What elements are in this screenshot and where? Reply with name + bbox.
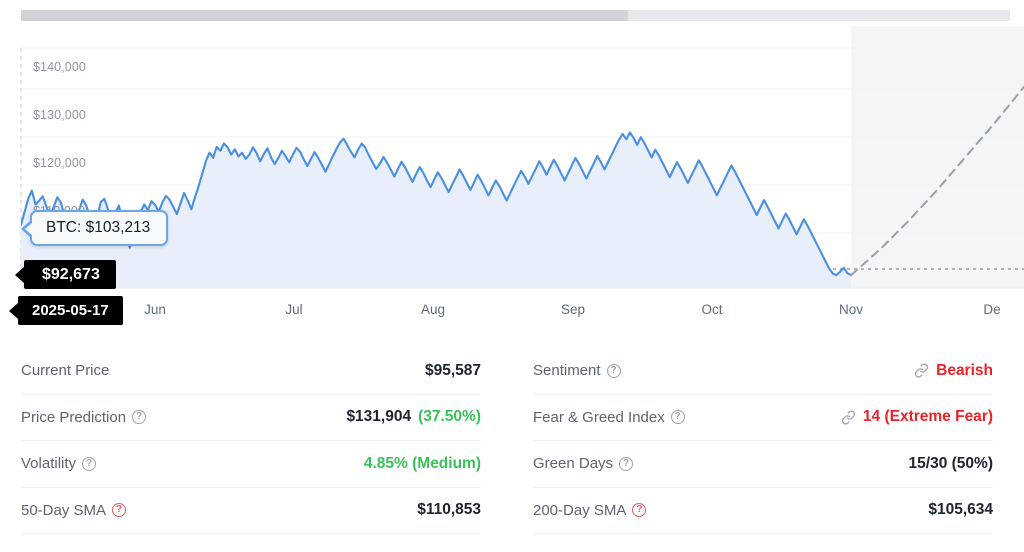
stat-label-text: Green Days	[533, 455, 614, 473]
stat-label-text: Price Prediction	[21, 408, 127, 426]
horizontal-scrollbar-thumb[interactable]	[21, 10, 628, 21]
x-tick-dec: De	[983, 302, 1001, 317]
stat-label: Fear & Greed Index?	[533, 409, 685, 426]
series-tooltip: BTC: $103,213	[20, 210, 169, 246]
stat-value-primary: $105,634	[928, 501, 993, 519]
stat-row: 50-Day SMA? $110,853	[21, 488, 481, 534]
forecast-band	[851, 26, 1024, 288]
y-tick-130000: $130,000	[33, 108, 86, 122]
stats-column-left: Current Price $95,587 Price Prediction? $13…	[0, 348, 512, 534]
stat-label-text: Sentiment	[533, 362, 601, 380]
stat-label: 50-Day SMA?	[21, 501, 127, 519]
stat-value: 15/30 (50%)	[909, 455, 993, 473]
stat-value: 4.85% (Medium)	[364, 455, 481, 473]
x-tick-jun: Jun	[144, 302, 166, 317]
help-icon[interactable]: ?	[112, 503, 127, 518]
stat-value-primary: $110,853	[417, 501, 481, 519]
crosshair-price-tooltip: $92,673	[15, 260, 116, 289]
x-tick-aug: Aug	[420, 302, 446, 317]
x-tick-oct: Oct	[701, 302, 723, 317]
horizontal-scrollbar-track[interactable]	[21, 10, 1010, 21]
y-tick-120000: $120,000	[33, 156, 86, 170]
x-tick-sep: Sep	[560, 302, 586, 317]
link-icon[interactable]	[914, 363, 929, 378]
stat-label: Current Price	[21, 362, 109, 379]
x-tick-nov: Nov	[838, 302, 864, 317]
stat-label-text: Fear & Greed Index	[533, 408, 665, 426]
stat-value: $95,587	[425, 362, 481, 380]
stat-row: Price Prediction? $131,904 (37.50%)	[21, 395, 481, 441]
stat-label-text: Volatility	[21, 455, 77, 473]
stat-value-secondary: (37.50%)	[418, 408, 481, 426]
price-chart[interactable]: $140,000 $130,000 $120,000 $110,000 Jun …	[0, 26, 1024, 326]
help-icon[interactable]: ?	[619, 456, 634, 471]
link-icon[interactable]	[841, 410, 856, 425]
stats-table: Current Price $95,587 Price Prediction? $13…	[0, 348, 1024, 534]
stat-value: $131,904 (37.50%)	[346, 408, 481, 426]
stat-label: Price Prediction?	[21, 408, 147, 426]
help-icon[interactable]: ?	[606, 363, 621, 378]
stat-label: Volatility?	[21, 455, 97, 473]
stat-label: 200-Day SMA?	[533, 501, 647, 519]
stat-row: Green Days? 15/30 (50%)	[533, 441, 993, 488]
y-tick-140000: $140,000	[33, 60, 86, 74]
stat-value-secondary: Bearish	[936, 361, 993, 379]
help-icon[interactable]: ?	[82, 456, 97, 471]
stat-value-primary: $95,587	[424, 361, 481, 379]
price-chart-svg	[20, 26, 1024, 289]
help-icon[interactable]: ?	[132, 410, 147, 425]
stat-value: Bearish	[914, 362, 993, 380]
help-icon[interactable]: ?	[670, 410, 685, 425]
stat-value-primary: 15/30 (50%)	[908, 454, 993, 472]
stat-row: Current Price $95,587	[21, 348, 481, 395]
x-tick-jul: Jul	[285, 302, 303, 317]
stat-value: $105,634	[928, 501, 993, 519]
stat-label-text: 200-Day SMA	[533, 501, 627, 519]
stat-row: Volatility? 4.85% (Medium)	[21, 441, 481, 488]
help-icon[interactable]: ?	[632, 503, 647, 518]
stat-label: Sentiment?	[533, 362, 621, 379]
stat-label: Green Days?	[533, 455, 634, 473]
stat-row: Sentiment? Bearish	[533, 348, 993, 395]
forecast-line	[850, 85, 1024, 277]
stat-row: Fear & Greed Index? 14 (Extreme Fear)	[533, 395, 993, 441]
stat-value-secondary: 14 (Extreme Fear)	[862, 408, 993, 426]
stat-value: 14 (Extreme Fear)	[841, 408, 993, 426]
stat-row: 200-Day SMA? $105,634	[533, 488, 993, 534]
stats-column-right: Sentiment? Bearish Fear & Greed Index? 14 (…	[512, 348, 1024, 534]
stat-label-text: Current Price	[21, 362, 110, 380]
crosshair-date-tooltip: 2025-05-17	[9, 296, 123, 325]
price-area-fill	[21, 132, 851, 288]
stat-value-primary: $131,904	[346, 408, 412, 426]
stat-label-text: 50-Day SMA	[21, 501, 107, 519]
stat-value-secondary: 4.85% (Medium)	[363, 454, 481, 472]
stat-value: $110,853	[417, 501, 481, 519]
